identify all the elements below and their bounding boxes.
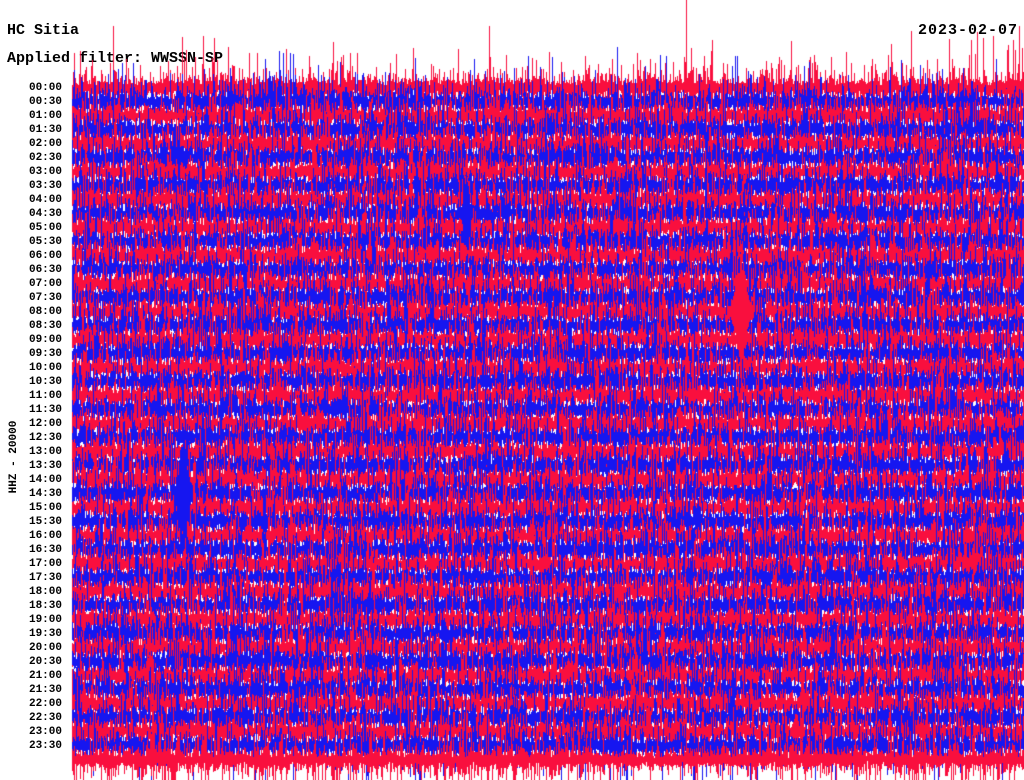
- helicorder-canvas: [0, 0, 1024, 780]
